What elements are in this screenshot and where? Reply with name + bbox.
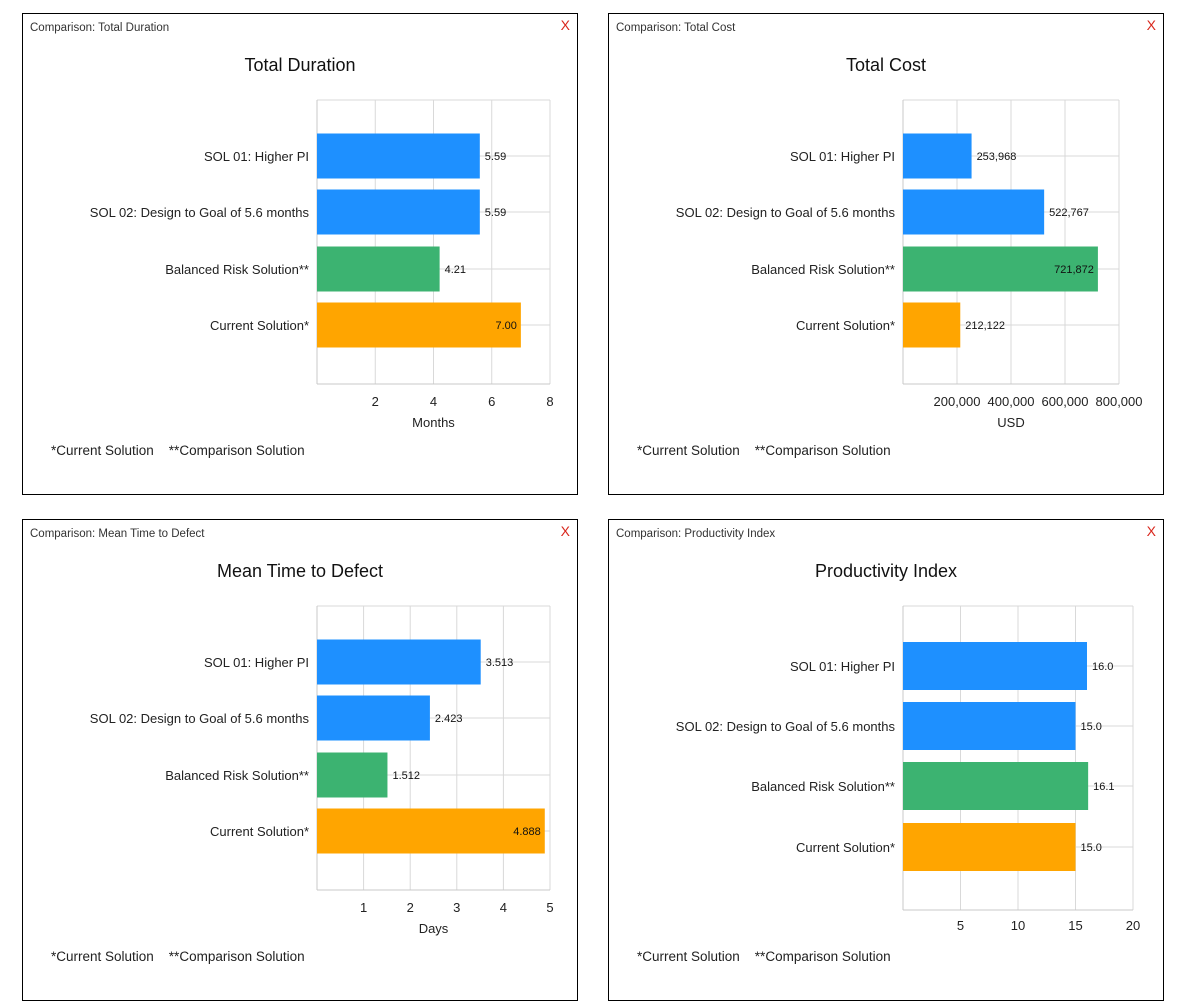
data-label: 1.512 [392,770,420,782]
data-label: 7.00 [495,320,516,332]
bar [903,189,1045,235]
bar [903,702,1076,750]
category-label: Current Solution* [210,318,309,333]
bar [903,823,1076,871]
data-label: 3.513 [486,657,514,669]
data-label: 5.59 [485,151,506,163]
category-label: Balanced Risk Solution** [751,262,895,277]
close-button[interactable]: X [1146,17,1156,33]
category-label: SOL 02: Design to Goal of 5.6 months [90,711,310,726]
data-label: 16.0 [1092,661,1113,673]
data-label: 16.1 [1093,781,1114,793]
x-axis-title: USD [997,415,1024,430]
bar-chart: SOL 01: Higher PI 3.513 SOL 02: Design to … [90,605,554,936]
bar [903,133,972,179]
category-label: SOL 01: Higher PI [790,149,895,164]
bar [317,189,480,235]
tick-label: 6 [488,394,495,409]
window-title: Comparison: Total Cost [616,22,736,34]
tick-label: 400,000 [988,394,1035,409]
chart-window-mean-time-to-defect: Comparison: Mean Time to Defect X Mean T… [22,519,578,1001]
data-label: 2.423 [435,713,463,725]
bar [317,133,480,179]
tick-label: 2 [372,394,379,409]
chart-window-productivity-index: Comparison: Productivity Index X Product… [608,519,1164,1001]
tick-label: 3 [453,900,460,915]
data-label: 4.21 [445,264,466,276]
data-label: 15.0 [1081,721,1102,733]
chart-window-total-duration: Comparison: Total Duration X Total Durat… [22,13,578,495]
bar-chart: SOL 01: Higher PI 253,968 SOL 02: Design t… [676,99,1143,430]
bar [317,695,430,741]
category-label: SOL 02: Design to Goal of 5.6 months [676,205,896,220]
chart-window-total-cost: Comparison: Total Cost X Total Cost SOL … [608,13,1164,495]
data-label: 15.0 [1081,842,1102,854]
data-label: 5.59 [485,207,506,219]
bar [317,808,545,854]
close-button[interactable]: X [560,17,570,33]
x-axis-title: Days [419,921,449,936]
close-button[interactable]: X [1146,523,1156,539]
bar-chart: SOL 01: Higher PI 5.59 SOL 02: Design to G… [90,99,554,430]
window-title: Comparison: Productivity Index [616,528,776,540]
bar [317,752,388,798]
tick-label: 15 [1068,918,1082,933]
category-label: SOL 01: Higher PI [204,149,309,164]
data-label: 4.888 [513,826,541,838]
chart-title: Total Duration [244,55,356,75]
tick-label: 600,000 [1042,394,1089,409]
tick-label: 1 [360,900,367,915]
footnote: *Current Solution **Comparison Solution [51,443,305,458]
data-label: 212,122 [965,320,1005,332]
chart-title: Total Cost [845,55,927,75]
tick-label: 5 [546,900,553,915]
tick-label: 10 [1011,918,1025,933]
bar [903,642,1087,690]
footnote: *Current Solution **Comparison Solution [51,949,305,964]
bar [317,246,440,292]
tick-label: 20 [1126,918,1140,933]
category-label: Current Solution* [210,824,309,839]
data-label: 522,767 [1049,207,1089,219]
footnote: *Current Solution **Comparison Solution [637,949,891,964]
window-title: Comparison: Mean Time to Defect [30,528,205,540]
category-label: Balanced Risk Solution** [165,768,309,783]
data-label: 721,872 [1054,264,1094,276]
category-label: Balanced Risk Solution** [165,262,309,277]
tick-label: 800,000 [1096,394,1143,409]
category-label: SOL 02: Design to Goal of 5.6 months [676,719,896,734]
tick-label: 200,000 [934,394,981,409]
close-button[interactable]: X [560,523,570,539]
category-label: Current Solution* [796,318,895,333]
category-label: Current Solution* [796,840,895,855]
tick-label: 4 [430,394,437,409]
bar-chart: SOL 01: Higher PI 16.0 SOL 02: Design to G… [676,605,1140,933]
tick-label: 8 [546,394,553,409]
x-axis-title: Months [412,415,455,430]
chart-title: Productivity Index [814,561,958,581]
bar [903,246,1098,292]
category-label: Balanced Risk Solution** [751,779,895,794]
tick-label: 4 [500,900,507,915]
chart-title: Mean Time to Defect [216,561,384,581]
footnote: *Current Solution **Comparison Solution [637,443,891,458]
bar [903,302,961,348]
bar [317,639,481,685]
category-label: SOL 02: Design to Goal of 5.6 months [90,205,310,220]
category-label: SOL 01: Higher PI [790,659,895,674]
category-label: SOL 01: Higher PI [204,655,309,670]
tick-label: 2 [407,900,414,915]
bar [903,762,1089,810]
data-label: 253,968 [977,151,1017,163]
bar [317,302,521,348]
window-title: Comparison: Total Duration [30,22,170,34]
tick-label: 5 [957,918,964,933]
